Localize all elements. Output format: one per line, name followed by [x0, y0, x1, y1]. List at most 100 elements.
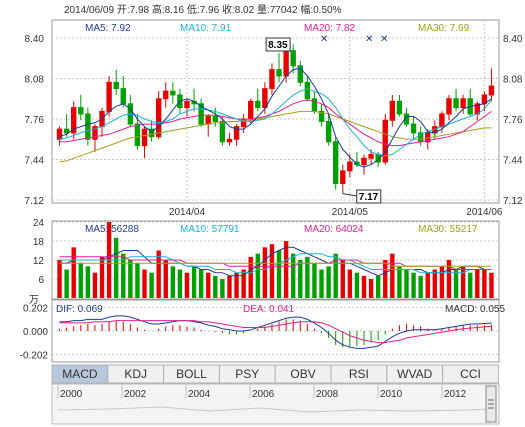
volume-grid [52, 221, 499, 280]
price-y-ticks: 7.12 7.12 7.44 7.44 7.76 7.76 8.08 8.08 8.40 8.40 [25, 34, 523, 207]
candle-body [389, 100, 396, 121]
timeline-year: 2010 [380, 389, 403, 400]
candle-body [141, 128, 148, 147]
volume-bar [326, 266, 331, 298]
tab-kdj[interactable]: KDJ [107, 364, 165, 384]
volume-bar [482, 269, 487, 298]
tab-macd[interactable]: MACD [51, 364, 109, 384]
macd-y-tick: 0.000 [23, 327, 48, 338]
volume-bar [255, 253, 260, 298]
ma10-line [59, 88, 492, 157]
low-flag: 7.17 [342, 189, 382, 204]
tab-psy[interactable]: PSY [218, 364, 276, 384]
volume-y-tick: 12 [33, 256, 45, 267]
candle-body [439, 113, 445, 128]
candle-body [148, 128, 155, 138]
macd-bars [59, 319, 492, 348]
high-flag: 8.35 [265, 37, 291, 52]
volume-y-tick: 6 [38, 275, 44, 286]
candle-body [283, 50, 289, 77]
tab-boll[interactable]: BOLL [163, 364, 220, 384]
volume-ma30-line [59, 262, 492, 267]
tab-label: CCI [460, 367, 481, 381]
volume-bar [446, 260, 452, 298]
tab-label: BOLL [176, 367, 207, 381]
volume-bar [276, 250, 282, 298]
price-ma20-label: MA20: 7.82 [304, 23, 356, 34]
price-y-tick-left: 7.44 [25, 156, 45, 167]
macd-y-ticks: 0.202 0.000 -0.202 [20, 304, 49, 362]
candle-body [92, 126, 98, 140]
candle-body [340, 170, 346, 185]
volume-bar [404, 269, 409, 298]
price-flags: 8.35 7.17 [265, 37, 382, 204]
price-ma30-label: MA30: 7.69 [418, 23, 470, 34]
header-close: 8.02 [235, 5, 255, 16]
volume-y-tick: 18 [33, 237, 45, 248]
price-y-tick-left: 8.40 [25, 34, 45, 45]
volume-bar [234, 272, 239, 298]
volume-bar [283, 241, 289, 298]
volume-bar [354, 272, 360, 298]
event-markers: ✕ ✕ ✕ [320, 34, 388, 45]
price-x-ticks: 2014/04 2014/05 2014/06 [169, 207, 503, 218]
price-y-tick-left: 7.12 [25, 196, 45, 207]
tab-label: MACD [62, 367, 98, 381]
macd-y-tick: 0.202 [23, 304, 48, 315]
header-low: 7.96 [200, 5, 220, 16]
volume-bar [64, 269, 69, 298]
event-marker[interactable]: ✕ [380, 34, 388, 45]
price-y-tick-right: 7.44 [503, 156, 523, 167]
candle-body [269, 69, 275, 90]
candle-body [56, 128, 63, 140]
volume-bar [156, 250, 161, 298]
candle-body [276, 69, 282, 77]
volume-bar [397, 266, 402, 298]
tab-background [442, 364, 499, 384]
candle-body [297, 65, 303, 83]
event-marker[interactable]: ✕ [320, 34, 328, 45]
header-volume: 77042 [270, 5, 298, 16]
tab-label: PSY [235, 367, 259, 381]
volume-bar [184, 272, 190, 298]
timeline-year: 2004 [188, 389, 211, 400]
volume-bar [475, 269, 480, 298]
timeline-year: 2000 [60, 389, 83, 400]
volume-bar [460, 266, 466, 298]
price-x-tick: 2014/05 [332, 207, 369, 218]
tab-label: RSI [349, 367, 369, 381]
timeline-navigator[interactable] [51, 383, 500, 425]
volume-bar [312, 263, 317, 298]
volume-bar [375, 275, 381, 298]
candle-body [106, 81, 112, 112]
candle-body [361, 157, 367, 166]
tab-rsi[interactable]: RSI [330, 364, 388, 384]
macd-value-label: MACD: 0.055 [445, 304, 505, 315]
tab-wvad[interactable]: WVAD [386, 364, 444, 384]
candle-body [78, 107, 84, 115]
candle-body [205, 115, 211, 125]
volume-bar [319, 269, 324, 298]
macd-grid [52, 307, 499, 355]
timeline-year: 2012 [444, 389, 467, 400]
dif-line [59, 315, 492, 349]
volume-bar [142, 269, 147, 298]
volume-bar [333, 253, 338, 298]
price-ma10-label: MA10: 7.91 [180, 23, 232, 34]
price-x-tick: 2014/06 [466, 207, 503, 218]
candle-body [134, 123, 141, 147]
vol-ma30-label: MA30: 55217 [418, 224, 478, 235]
volume-bar [121, 253, 126, 298]
volume-bar [113, 237, 119, 298]
tab-obv[interactable]: OBV [274, 364, 332, 384]
volume-bar [468, 272, 473, 298]
candle-body [347, 161, 353, 172]
volume-bar [241, 269, 246, 298]
candle-body [325, 121, 332, 143]
event-marker[interactable]: ✕ [365, 34, 373, 45]
timeline-sparkline [57, 406, 491, 413]
indicator-tabs: MACD KDJ BOLL PSY OBV RSI WVAD CCI [51, 364, 499, 384]
candle-body [460, 98, 466, 109]
tab-cci[interactable]: CCI [442, 364, 499, 384]
